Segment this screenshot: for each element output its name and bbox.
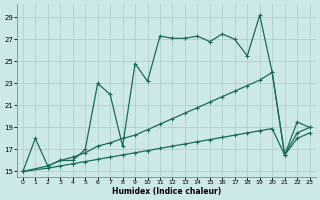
X-axis label: Humidex (Indice chaleur): Humidex (Indice chaleur)	[112, 187, 221, 196]
